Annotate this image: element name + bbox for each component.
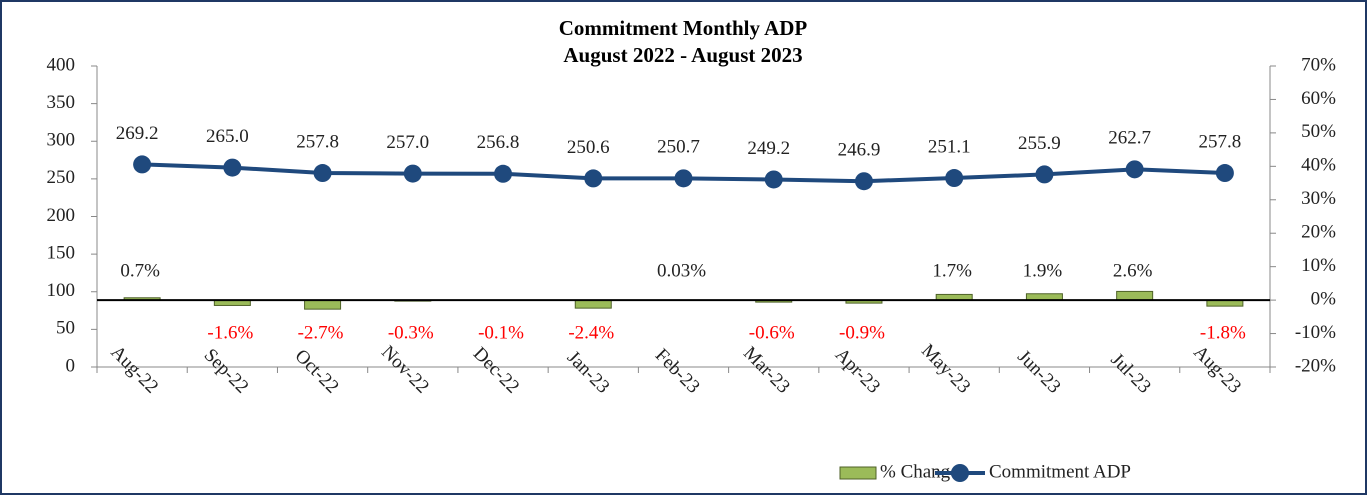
y-tick-label: 200	[47, 205, 76, 226]
bar-value-label: -0.6%	[749, 322, 795, 343]
bar	[1116, 290, 1154, 301]
line-marker	[223, 158, 242, 177]
line-value-label: 262.7	[1108, 128, 1151, 149]
line-marker	[133, 155, 152, 174]
line-value-label: 257.0	[386, 132, 429, 153]
bar-value-label: -2.7%	[298, 322, 344, 343]
line-marker	[1125, 160, 1144, 179]
bar-value-label: 0.03%	[657, 260, 706, 281]
line-value-label: 269.2	[116, 123, 159, 144]
y-tick-label: 50	[56, 318, 75, 339]
line-value-label: 255.9	[1018, 133, 1061, 154]
bar-value-label: 1.7%	[932, 260, 972, 281]
line-value-label: 256.8	[477, 132, 520, 153]
chart-subtitle: August 2022 - August 2023	[563, 43, 802, 67]
y-tick-label: 300	[47, 130, 76, 151]
bar-value-label: -2.4%	[568, 322, 614, 343]
y2-tick-label: 40%	[1301, 155, 1336, 176]
line-marker	[403, 164, 422, 183]
line-value-label: 265.0	[206, 126, 249, 147]
y2-tick-label: 0%	[1311, 288, 1337, 309]
y-tick-label: 100	[47, 280, 76, 301]
line-marker	[764, 170, 783, 189]
line-value-label: 250.7	[657, 137, 700, 158]
legend-swatch	[839, 466, 877, 480]
y2-tick-label: 60%	[1301, 88, 1336, 109]
y2-tick-label: 70%	[1301, 54, 1336, 75]
line-value-label: 257.8	[1199, 131, 1242, 152]
bar-value-label: -1.6%	[207, 322, 253, 343]
line-marker	[674, 169, 693, 188]
y-tick-label: 0	[66, 355, 76, 376]
line-marker	[494, 164, 513, 183]
chart-title: Commitment Monthly ADP	[559, 16, 808, 40]
y2-tick-label: 50%	[1301, 121, 1336, 142]
line-marker	[945, 169, 964, 188]
legend-label: Commitment ADP	[989, 461, 1131, 482]
legend-label: % Change	[880, 461, 959, 482]
bar-value-label: -1.8%	[1200, 322, 1246, 343]
y2-tick-label: -10%	[1295, 322, 1336, 343]
line-marker	[584, 169, 603, 188]
y2-tick-label: 10%	[1301, 255, 1336, 276]
line-marker	[854, 172, 873, 191]
bar-value-label: -0.9%	[839, 322, 885, 343]
line-value-label: 249.2	[747, 138, 790, 159]
y2-tick-label: 30%	[1301, 188, 1336, 209]
line-value-label: 250.6	[567, 137, 610, 158]
bar	[304, 299, 342, 310]
bar-value-label: -0.3%	[388, 322, 434, 343]
line-value-label: 246.9	[838, 140, 881, 161]
line-marker	[1215, 164, 1234, 183]
bar-value-label: 2.6%	[1113, 260, 1153, 281]
y-tick-label: 250	[47, 167, 76, 188]
y2-tick-label: 20%	[1301, 222, 1336, 243]
y-tick-label: 400	[47, 54, 76, 75]
y2-tick-label: -20%	[1295, 355, 1336, 376]
bar-value-label: 0.7%	[120, 260, 160, 281]
bar-value-label: 1.9%	[1023, 260, 1063, 281]
bar	[574, 299, 612, 309]
legend-marker	[951, 464, 969, 482]
line-value-label: 257.8	[296, 131, 339, 152]
bar-value-label: -0.1%	[478, 322, 524, 343]
y-tick-label: 150	[47, 242, 76, 263]
line-marker	[313, 164, 332, 183]
line-value-label: 251.1	[928, 136, 971, 157]
line-marker	[1035, 165, 1054, 184]
y-tick-label: 350	[47, 92, 76, 113]
